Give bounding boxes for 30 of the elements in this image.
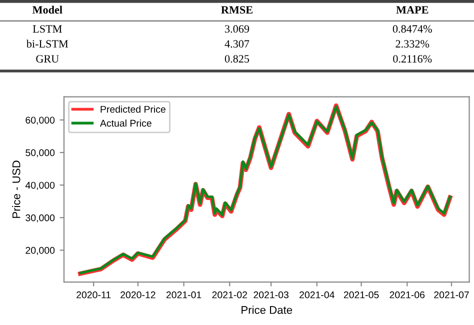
x-tick-label: 2021-04 xyxy=(300,291,334,298)
x-tick-label: 2021-05 xyxy=(344,291,379,298)
text: MAPE xyxy=(396,6,428,14)
x-tick-label: 2021-06 xyxy=(390,291,425,298)
y-tick-label: 30,000 xyxy=(26,214,55,222)
y-tick-label: 60,000 xyxy=(26,116,55,125)
text: 0.2116% xyxy=(393,55,432,63)
y-tick-label: 20,000 xyxy=(26,246,55,255)
text: 3.069 xyxy=(225,25,250,33)
text: GRU xyxy=(36,55,59,63)
text: 4.307 xyxy=(224,40,250,48)
y-tick-label: 50,000 xyxy=(26,149,55,158)
y-tick-label: 40,000 xyxy=(25,182,55,190)
legend-label: Predicted Price xyxy=(100,106,166,113)
text: 2.332% xyxy=(396,40,430,48)
x-tick-label: 2020-11 xyxy=(76,291,111,298)
x-tick-label: 2021-07 xyxy=(434,291,469,298)
text: Model xyxy=(32,6,62,14)
text: RMSE xyxy=(221,6,252,14)
x-tick-label: 2021-01 xyxy=(166,291,202,298)
legend-label: Actual Price xyxy=(100,120,152,127)
y-axis-title: Price - USD xyxy=(12,160,20,218)
x-tick-label: 2020-12 xyxy=(120,291,156,298)
text: bi-LSTM xyxy=(26,40,68,48)
x-tick-label: 2021-03 xyxy=(254,291,288,298)
text: LSTM xyxy=(32,25,62,33)
x-tick-label: 2021-02 xyxy=(212,291,247,298)
x-axis-title: Price Date xyxy=(242,306,292,314)
text: 0.825 xyxy=(224,55,250,63)
text: 0.8474% xyxy=(392,25,432,33)
